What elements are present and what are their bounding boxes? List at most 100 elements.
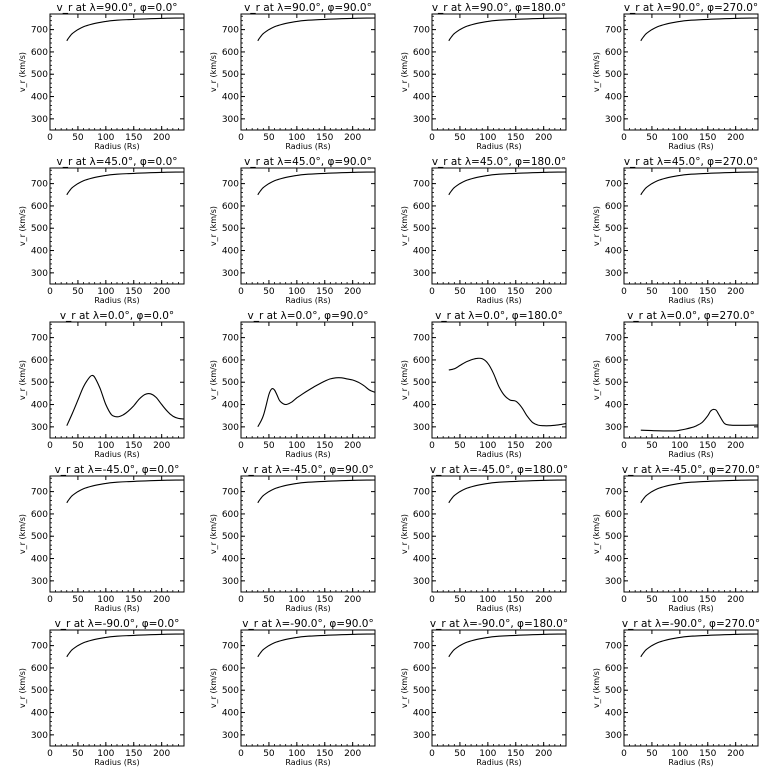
x-tick-label: 50 bbox=[72, 441, 84, 451]
x-axis-label: Radius (Rs) bbox=[94, 142, 139, 151]
y-tick-label: 300 bbox=[413, 423, 430, 433]
series-line-vr bbox=[66, 374, 185, 426]
x-tick-label: 0 bbox=[429, 441, 435, 451]
x-tick-label: 50 bbox=[72, 133, 84, 143]
x-axis-label: Radius (Rs) bbox=[668, 604, 713, 613]
x-tick-label: 150 bbox=[316, 441, 333, 451]
y-tick-label: 600 bbox=[222, 48, 239, 58]
y-tick-label: 700 bbox=[413, 180, 430, 190]
plot-frame bbox=[240, 13, 376, 131]
y-tick-label: 700 bbox=[222, 488, 239, 498]
x-tick-label: 100 bbox=[288, 749, 305, 759]
x-axis-label: Radius (Rs) bbox=[285, 296, 330, 305]
x-tick-label: 0 bbox=[429, 133, 435, 143]
series-line-vr bbox=[640, 171, 759, 196]
y-tick-label: 700 bbox=[413, 334, 430, 344]
y-axis-label: v_r (km/s) bbox=[592, 514, 601, 554]
subplot-title: v_r at λ=-45.0°, φ=0.0° bbox=[55, 464, 180, 476]
x-tick-label: 0 bbox=[429, 595, 435, 605]
x-tick-label: 150 bbox=[507, 287, 524, 297]
subplot-title: v_r at λ=90.0°, φ=90.0° bbox=[244, 2, 372, 14]
y-tick-label: 400 bbox=[222, 247, 239, 257]
y-tick-label: 600 bbox=[605, 356, 622, 366]
y-tick-label: 400 bbox=[31, 709, 48, 719]
y-tick-label: 300 bbox=[413, 731, 430, 741]
subplot-4-3: v_r at λ=-45.0°, φ=180.0° 0 50 100 150 200 300… bbox=[400, 464, 568, 613]
plot-frame bbox=[49, 475, 185, 593]
x-tick-label: 50 bbox=[72, 287, 84, 297]
x-tick-label: 150 bbox=[699, 595, 716, 605]
y-tick-label: 500 bbox=[413, 378, 430, 388]
x-tick-label: 200 bbox=[535, 133, 552, 143]
x-tick-label: 0 bbox=[621, 749, 627, 759]
series-line-vr bbox=[257, 479, 376, 504]
x-tick-label: 150 bbox=[125, 441, 142, 451]
y-tick-label: 700 bbox=[31, 334, 48, 344]
y-tick-label: 700 bbox=[31, 642, 48, 652]
x-tick-label: 200 bbox=[727, 595, 744, 605]
subplot-5-3: v_r at λ=-90.0°, φ=180.0° 0 50 100 150 200 300… bbox=[400, 618, 568, 767]
plot-frame bbox=[623, 475, 759, 593]
subplot-3-4: v_r at λ=0.0°, φ=270.0° 0 50 100 150 200 300 40… bbox=[592, 310, 759, 459]
y-tick-label: 700 bbox=[31, 26, 48, 36]
x-tick-label: 150 bbox=[125, 133, 142, 143]
series-line-vr bbox=[66, 171, 185, 196]
x-axis-label: Radius (Rs) bbox=[94, 450, 139, 459]
y-tick-label: 600 bbox=[31, 356, 48, 366]
y-tick-label: 700 bbox=[222, 642, 239, 652]
y-tick-label: 400 bbox=[31, 555, 48, 565]
y-tick-label: 400 bbox=[605, 247, 622, 257]
plot-frame bbox=[623, 629, 759, 747]
y-tick-label: 600 bbox=[413, 48, 430, 58]
x-tick-label: 150 bbox=[316, 595, 333, 605]
series-line-vr bbox=[448, 17, 567, 42]
y-tick-label: 400 bbox=[222, 555, 239, 565]
y-tick-label: 600 bbox=[31, 510, 48, 520]
y-tick-label: 400 bbox=[31, 401, 48, 411]
y-tick-label: 400 bbox=[605, 401, 622, 411]
subplot-title: v_r at λ=90.0°, φ=270.0° bbox=[624, 2, 758, 14]
y-tick-label: 600 bbox=[31, 48, 48, 58]
series-line-vr bbox=[640, 408, 759, 432]
x-tick-label: 100 bbox=[671, 441, 688, 451]
x-tick-label: 0 bbox=[621, 441, 627, 451]
x-tick-label: 200 bbox=[344, 441, 361, 451]
x-tick-label: 150 bbox=[699, 749, 716, 759]
y-tick-label: 300 bbox=[222, 577, 239, 587]
y-tick-label: 700 bbox=[31, 180, 48, 190]
y-tick-label: 400 bbox=[605, 709, 622, 719]
x-tick-label: 150 bbox=[125, 749, 142, 759]
x-tick-label: 50 bbox=[72, 749, 84, 759]
x-tick-label: 200 bbox=[153, 133, 170, 143]
plot-frame bbox=[623, 13, 759, 131]
x-tick-label: 100 bbox=[671, 595, 688, 605]
x-tick-label: 100 bbox=[671, 749, 688, 759]
x-axis-label: Radius (Rs) bbox=[476, 758, 521, 767]
y-axis-label: v_r (km/s) bbox=[592, 668, 601, 708]
subplot-title: v_r at λ=-45.0°, φ=270.0° bbox=[622, 464, 760, 476]
x-tick-label: 50 bbox=[454, 287, 466, 297]
series-line-vr bbox=[257, 17, 376, 42]
x-tick-label: 50 bbox=[263, 441, 275, 451]
y-tick-label: 300 bbox=[222, 115, 239, 125]
x-tick-label: 100 bbox=[479, 749, 496, 759]
y-tick-label: 500 bbox=[413, 686, 430, 696]
x-tick-label: 100 bbox=[288, 595, 305, 605]
y-tick-label: 500 bbox=[31, 224, 48, 234]
x-tick-label: 200 bbox=[535, 287, 552, 297]
y-tick-label: 600 bbox=[605, 48, 622, 58]
x-tick-label: 150 bbox=[507, 441, 524, 451]
x-tick-label: 50 bbox=[454, 749, 466, 759]
subplot-title: v_r at λ=-45.0°, φ=90.0° bbox=[242, 464, 373, 476]
x-tick-label: 100 bbox=[479, 133, 496, 143]
x-axis-label: Radius (Rs) bbox=[94, 296, 139, 305]
y-tick-label: 600 bbox=[31, 664, 48, 674]
subplot-title: v_r at λ=-90.0°, φ=180.0° bbox=[430, 618, 568, 630]
x-tick-label: 50 bbox=[454, 595, 466, 605]
x-tick-label: 100 bbox=[671, 287, 688, 297]
x-tick-label: 100 bbox=[479, 441, 496, 451]
x-tick-label: 200 bbox=[153, 749, 170, 759]
series-line-vr bbox=[448, 633, 567, 658]
plot-frame bbox=[240, 167, 376, 285]
